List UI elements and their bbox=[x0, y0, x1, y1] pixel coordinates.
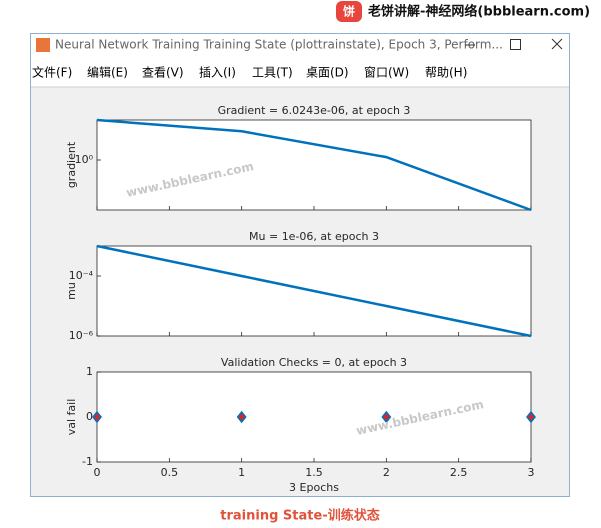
menu-item[interactable]: 桌面(D) bbox=[306, 66, 349, 80]
badge-bg bbox=[336, 1, 362, 22]
menu-item[interactable]: 工具(T) bbox=[252, 66, 293, 80]
y-tick-label: 1 bbox=[86, 365, 93, 378]
menu-item[interactable]: 插入(I) bbox=[199, 66, 236, 80]
menu-item[interactable]: 文件(F) bbox=[32, 65, 72, 80]
site-label: 老饼讲解-神经网络(bbblearn.com) bbox=[367, 4, 590, 20]
marker bbox=[236, 410, 247, 424]
axes bbox=[96, 119, 532, 211]
badge: 饼 bbox=[343, 4, 355, 19]
close-button[interactable] bbox=[551, 38, 563, 50]
x-axis-label: 3 Epochs bbox=[289, 481, 339, 494]
y-tick-label: 10⁰ bbox=[75, 153, 94, 166]
marker bbox=[381, 410, 392, 424]
window-title: Neural Network Training Training State (… bbox=[55, 38, 503, 52]
y-tick-label: 0 bbox=[86, 410, 93, 423]
menu-item[interactable]: 窗口(W) bbox=[364, 66, 409, 80]
x-tick-label: 1 bbox=[238, 466, 245, 479]
maximize-button[interactable] bbox=[510, 39, 521, 50]
marker bbox=[526, 410, 536, 424]
plots: Gradient = 6.0243e-06, at epoch 3 gradien… bbox=[65, 104, 536, 494]
data-line bbox=[96, 244, 532, 338]
y-axis-label: val fail bbox=[65, 399, 78, 436]
y-tick-label: 10⁻⁴ bbox=[69, 269, 94, 282]
x-tick-label: 1.5 bbox=[305, 466, 323, 479]
data-line bbox=[96, 118, 532, 212]
x-tick-label: 0 bbox=[94, 466, 101, 479]
x-tick-label: 0.5 bbox=[161, 466, 179, 479]
menu-bar: 文件(F) 编辑(E) 查看(V) 插入(I) 工具(T) 桌面(D) 窗口(W) 帮助(H) bbox=[32, 65, 467, 80]
axes-title: Gradient = 6.0243e-06, at epoch 3 bbox=[218, 104, 411, 117]
y-axis-label: mu bbox=[65, 282, 78, 300]
x-tick-label: 3 bbox=[528, 466, 535, 479]
menu-item[interactable]: 编辑(E) bbox=[87, 65, 128, 80]
y-tick-label: -1 bbox=[82, 455, 93, 468]
x-tick-label: 2 bbox=[383, 466, 390, 479]
axes-title: Validation Checks = 0, at epoch 3 bbox=[221, 356, 407, 369]
menu-item[interactable]: 查看(V) bbox=[142, 66, 184, 80]
axes-title: Mu = 1e-06, at epoch 3 bbox=[249, 230, 379, 243]
marker bbox=[92, 410, 102, 424]
x-tick-label: 2.5 bbox=[450, 466, 468, 479]
app-icon[interactable] bbox=[36, 38, 50, 52]
menu-item[interactable]: 帮助(H) bbox=[425, 66, 467, 80]
axes bbox=[96, 371, 532, 463]
y-axis-label: gradient bbox=[65, 141, 78, 188]
caption: training State-训练状态 bbox=[220, 508, 379, 524]
y-tick-label: 10⁻⁶ bbox=[69, 329, 94, 342]
